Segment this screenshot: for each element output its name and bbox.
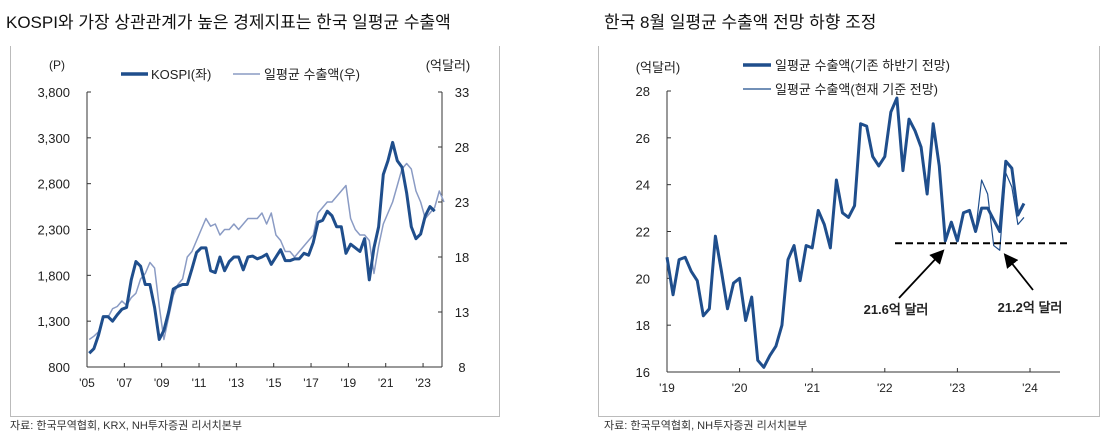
x-tick-label: '21: [804, 381, 820, 395]
left-panel: [10, 46, 500, 417]
legend-kospi-label: KOSPI(좌): [151, 67, 211, 82]
axis-unit: (억달러): [636, 60, 681, 75]
y-tick-label-right: 33: [455, 85, 469, 100]
y-tick-label-right: 8: [458, 360, 465, 375]
y-tick-label: 28: [636, 84, 650, 99]
right-panel: [598, 46, 1100, 417]
y-tick-label-left: 3,800: [37, 85, 70, 100]
x-tick-label: '07: [117, 376, 133, 390]
y-tick-label: 20: [636, 271, 650, 286]
y-tick-label-left: 1,800: [37, 268, 70, 283]
x-tick-label: '20: [732, 381, 748, 395]
x-tick-label: '15: [266, 376, 282, 390]
y-tick-label-right: 23: [455, 195, 469, 210]
annotation-label-2: 21.2억 달러: [998, 300, 1063, 315]
y-tick-label: 18: [636, 318, 650, 333]
previous-forecast-line: [665, 96, 1026, 369]
y-tick-label-right: 28: [455, 140, 469, 155]
x-tick-label: '19: [341, 376, 357, 390]
x-tick-label: '22: [877, 381, 893, 395]
x-tick-label: '24: [1022, 381, 1038, 395]
left-axis-unit: (P): [49, 58, 65, 72]
annotation-arrow-1: [898, 249, 945, 299]
kospi-line: [88, 140, 436, 355]
y-tick-label-right: 18: [455, 250, 469, 265]
current-forecast-line: [974, 172, 1025, 251]
x-tick-label: '09: [154, 376, 170, 390]
y-tick-label: 26: [636, 131, 650, 146]
right-axis-unit: (억달러): [426, 58, 471, 73]
right-title: 한국 8월 일평균 수출액 전망 하향 조정: [604, 13, 877, 32]
annotation-label-1: 21.6억 달러: [864, 302, 929, 317]
y-tick-label-left: 2,800: [37, 177, 70, 192]
x-tick-label: '23: [950, 381, 966, 395]
y-tick-label-left: 3,300: [37, 131, 70, 146]
x-tick-label: '23: [415, 376, 431, 390]
y-tick-label: 24: [636, 178, 650, 193]
y-tick-label-left: 1,300: [37, 314, 70, 329]
left-title: KOSPI와 가장 상관관계가 높은 경제지표는 한국 일평균 수출액: [6, 13, 451, 32]
x-tick-label: '21: [378, 376, 394, 390]
legend-current-label: 일평균 수출액(현재 기준 전망): [775, 82, 938, 97]
legend-previous-label: 일평균 수출액(기존 하반기 전망): [775, 58, 950, 73]
export-line: [88, 162, 445, 341]
x-tick-label: '19: [659, 381, 675, 395]
annotation-arrow-2: [1003, 253, 1034, 291]
x-tick-label: '13: [229, 376, 245, 390]
x-tick-label: '05: [79, 376, 95, 390]
legend-export-label: 일평균 수출액(우): [264, 67, 360, 82]
right-source: 자료: 한국무역협회, NH투자증권 리서치본부: [604, 420, 808, 432]
y-tick-label-right: 13: [455, 305, 469, 320]
left-source: 자료: 한국무역협회, KRX, NH투자증권 리서치본부: [10, 420, 242, 432]
y-tick-label-left: 2,300: [37, 223, 70, 238]
y-tick-label: 22: [636, 225, 650, 240]
y-tick-label-left: 800: [48, 360, 70, 375]
y-tick-label: 16: [636, 365, 650, 380]
x-tick-label: '17: [303, 376, 319, 390]
x-tick-label: '11: [192, 376, 207, 390]
